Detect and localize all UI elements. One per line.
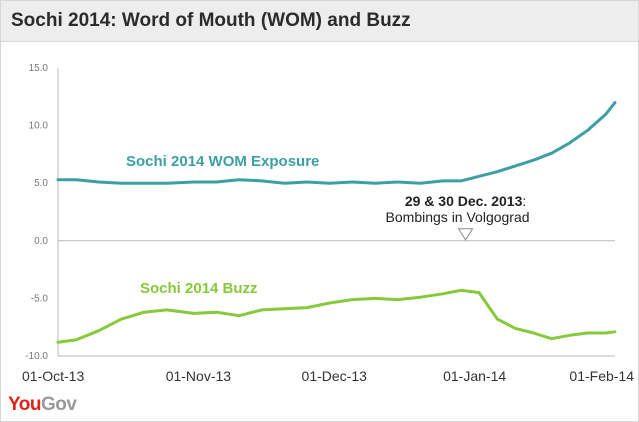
annotation-text: Bombings in Volgograd — [386, 209, 530, 225]
annotation-title: 29 & 30 Dec. 2013: — [405, 193, 526, 209]
axes — [57, 68, 615, 357]
x-tick-label: 01-Oct-13 — [22, 368, 84, 384]
series-labels: Sochi 2014 WOM Exposure Sochi 2014 Buzz — [126, 153, 319, 297]
x-tick-label: 01-Dec-13 — [302, 368, 368, 384]
y-tick-label: 0.0 — [34, 236, 48, 247]
y-tick-label: 5.0 — [34, 178, 48, 189]
series-layer — [56, 101, 617, 344]
series-line-buzz — [56, 288, 617, 344]
series-label-wom: Sochi 2014 WOM Exposure — [126, 153, 319, 170]
x-tick-labels: 01-Oct-13 01-Nov-13 01-Dec-13 01-Jan-14 01-F… — [22, 368, 634, 384]
y-tick-label: 15.0 — [29, 63, 49, 74]
yougov-logo: YouGov — [8, 394, 77, 416]
y-tick-label: -10.0 — [25, 351, 48, 362]
x-tick-label: 01-Jan-14 — [443, 368, 506, 384]
logo-gov: Gov — [40, 394, 77, 415]
series-label-buzz: Sochi 2014 Buzz — [140, 280, 258, 297]
series-line-wom — [56, 101, 617, 185]
annotation-marker-icon — [457, 228, 474, 241]
x-tick-label: 01-Nov-13 — [166, 368, 232, 384]
x-tick-label: 01-Feb-14 — [569, 368, 634, 384]
title-bar: Sochi 2014: Word of Mouth (WOM) and Buzz — [1, 1, 638, 42]
chart-title: Sochi 2014: Word of Mouth (WOM) and Buzz — [11, 10, 411, 31]
y-tick-label: 10.0 — [29, 121, 49, 132]
y-tick-label: -5.0 — [31, 293, 49, 304]
logo-you: You — [8, 394, 41, 415]
y-tick-labels: 15.0 10.0 5.0 0.0 -5.0 -10.0 — [25, 63, 48, 362]
annotation: 29 & 30 Dec. 2013:Bombings in Volgograd — [386, 193, 530, 241]
